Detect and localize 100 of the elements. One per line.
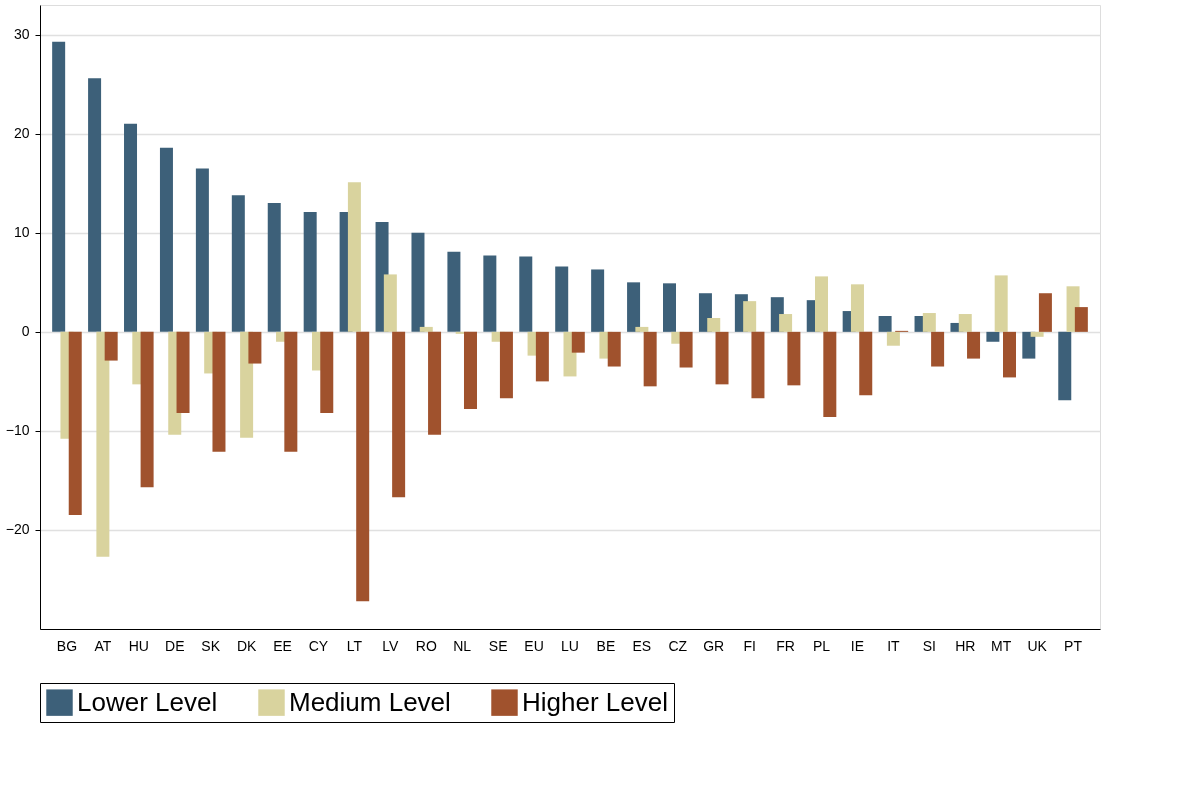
- x-tick-label: BG: [56, 637, 78, 654]
- x-tick-label: FI: [743, 637, 756, 654]
- bar: [411, 232, 425, 332]
- bar: [88, 78, 102, 332]
- bar: [519, 256, 533, 332]
- bar: [483, 255, 497, 332]
- x-tick-label: DK: [236, 637, 257, 654]
- bar: [383, 274, 397, 332]
- bar: [176, 331, 190, 414]
- x-tick-label: FR: [776, 637, 795, 654]
- bar: [779, 314, 793, 332]
- x-tick-label: SE: [488, 637, 508, 654]
- bar: [140, 331, 154, 488]
- bar: [878, 316, 892, 332]
- x-tick-label: GR: [703, 637, 725, 654]
- bar: [743, 301, 757, 332]
- bar: [284, 331, 298, 452]
- bar: [627, 282, 641, 332]
- y-tick-label: 10: [13, 224, 30, 241]
- bar: [356, 331, 370, 602]
- x-tick-label: HR: [955, 637, 976, 654]
- bar: [958, 314, 972, 332]
- y-tick-label: 20: [13, 125, 30, 142]
- x-tick-label: EU: [524, 637, 544, 654]
- bar: [248, 331, 262, 364]
- x-tick-label: LV: [382, 637, 400, 654]
- bar: [751, 331, 765, 399]
- legend-label: Higher Level: [522, 686, 668, 717]
- x-tick-label: UK: [1027, 637, 1048, 654]
- bar: [607, 331, 621, 367]
- y-tick-label: 0: [21, 323, 30, 340]
- x-tick-label: IE: [850, 637, 865, 654]
- bar: [1074, 307, 1088, 332]
- x-tick-label: ES: [632, 637, 652, 654]
- x-tick-label: HU: [128, 637, 149, 654]
- bar: [267, 203, 281, 332]
- bar: [447, 251, 461, 332]
- bar: [1058, 331, 1072, 401]
- x-tick-label: AT: [94, 637, 112, 654]
- bar: [555, 266, 569, 332]
- bar: [419, 326, 433, 332]
- bar: [499, 331, 513, 399]
- bar: [124, 123, 138, 332]
- x-tick-label: PT: [1064, 637, 1083, 654]
- bar: [707, 317, 721, 332]
- bar: [571, 331, 585, 353]
- bar: [679, 331, 693, 368]
- x-tick-label: SK: [201, 637, 221, 654]
- bar: [663, 283, 676, 332]
- bar: [931, 331, 945, 367]
- bar: [535, 331, 549, 382]
- bar: [428, 331, 442, 435]
- bar: [212, 331, 226, 452]
- bar: [52, 41, 66, 332]
- bar: [303, 212, 317, 332]
- x-tick-label: PL: [812, 637, 831, 654]
- x-tick-label: DE: [165, 637, 185, 654]
- bar: [1002, 331, 1016, 378]
- bar: [986, 331, 1000, 342]
- x-tick-label: RO: [415, 637, 437, 654]
- x-tick-label: MT: [991, 637, 1012, 654]
- bar: [68, 331, 82, 516]
- x-tick-label: IT: [887, 637, 901, 654]
- bar: [643, 331, 657, 387]
- bar: [1022, 331, 1036, 359]
- x-tick-label: LT: [346, 637, 363, 654]
- bar: [96, 331, 110, 557]
- x-tick-label: SI: [922, 637, 936, 654]
- bar: [967, 331, 981, 359]
- x-tick-label: CY: [308, 637, 329, 654]
- legend-label: Lower Level: [77, 686, 218, 717]
- bar: [859, 331, 873, 396]
- bar: [231, 195, 245, 332]
- y-tick-label: −20: [5, 521, 30, 538]
- x-tick-label: NL: [453, 637, 472, 654]
- bar: [464, 331, 477, 410]
- x-tick-label: BE: [596, 637, 616, 654]
- bar: [922, 313, 936, 332]
- x-tick-label: CZ: [668, 637, 688, 654]
- bar: [347, 182, 361, 332]
- bar: [1030, 331, 1044, 337]
- bar: [815, 276, 829, 332]
- legend-label: Medium Level: [289, 686, 451, 717]
- y-tick-label: 30: [13, 26, 30, 43]
- bar: [635, 326, 649, 332]
- bar: [392, 331, 406, 498]
- bar: [104, 331, 118, 361]
- bar: [886, 331, 900, 346]
- y-tick-label: −10: [5, 422, 30, 439]
- bar: [850, 284, 864, 332]
- bar: [591, 269, 605, 332]
- bar: [195, 168, 209, 332]
- bar: [787, 331, 801, 386]
- bar: [994, 275, 1008, 332]
- x-tick-label: LU: [561, 637, 579, 654]
- bar: [715, 331, 729, 385]
- bar: [1038, 293, 1052, 332]
- bar: [159, 147, 173, 332]
- x-tick-label: EE: [273, 637, 292, 654]
- bar: [823, 331, 837, 418]
